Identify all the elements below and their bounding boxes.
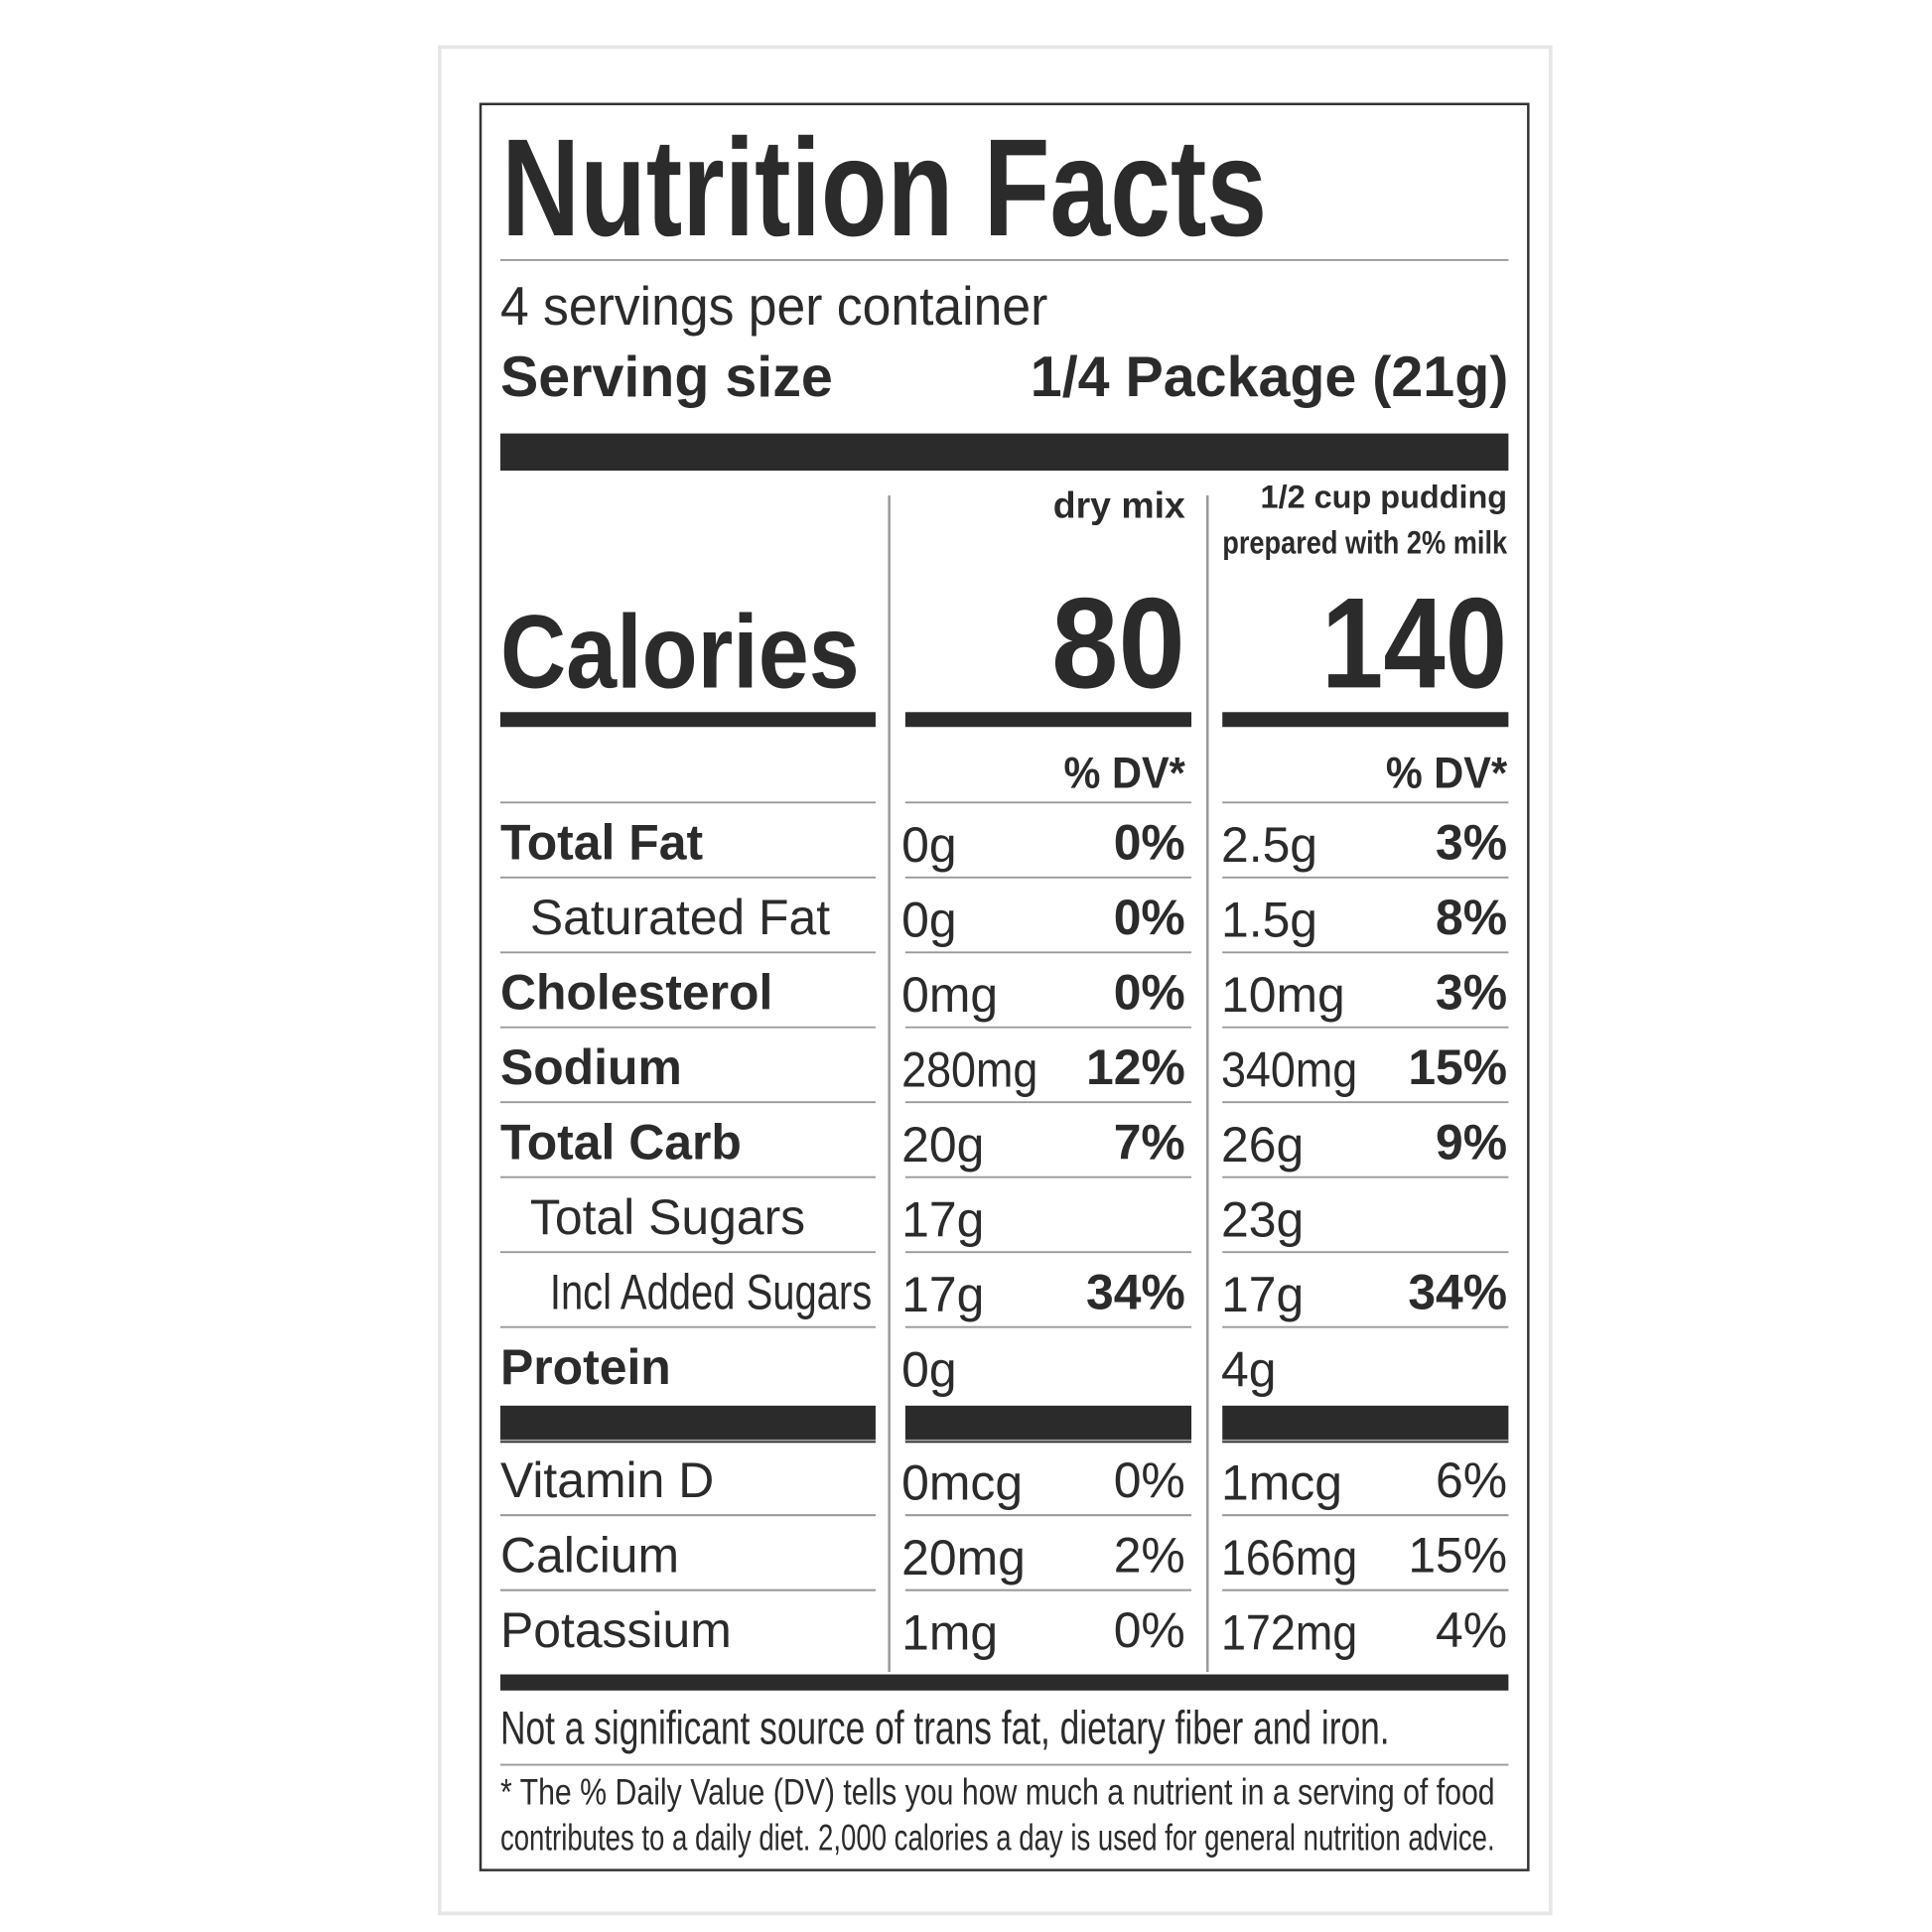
vitamin-bar [1222,1405,1509,1444]
daily-value: 34% [1408,1265,1507,1320]
footnote: contributes to a daily diet. 2,000 calor… [500,1817,1495,1859]
nutrient-name: Vitamin D [500,1452,714,1508]
footnote: * The % Daily Value (DV) tells you how m… [500,1771,1495,1813]
dv-header: % DV* [1064,747,1186,797]
serving-size-label: Serving size [500,345,833,409]
daily-value: 0% [1114,1602,1185,1658]
note: Not a significant source of trans fat, d… [500,1702,1390,1754]
amount: 2.5g [1221,817,1317,873]
amount: 166mg [1221,1530,1357,1586]
daily-value: 0% [1114,890,1185,945]
amount: 10mg [1221,967,1345,1023]
amount: 20mg [901,1530,1026,1586]
nutrient-name: Sodium [500,1039,682,1095]
daily-value: 7% [1114,1115,1185,1171]
dv-header: % DV* [1386,747,1508,797]
daily-value: 0% [1114,965,1185,1021]
nutrient-name: Incl Added Sugars [550,1265,872,1320]
nutrient-name: Cholesterol [500,965,772,1021]
vitamin-bar [499,1405,876,1444]
amount: 17g [1221,1267,1304,1322]
nutrient-name: Calcium [500,1528,679,1584]
daily-value: 15% [1408,1039,1507,1095]
daily-value: 4% [1436,1602,1507,1658]
daily-value: 8% [1436,890,1507,945]
serving-size-value: 1/4 Package (21g) [1031,345,1509,409]
label-border [479,102,1530,1871]
amount: 0mg [901,967,998,1023]
nutrient-name: Total Carb [500,1115,742,1171]
amount: 17g [901,1192,984,1248]
amount: 0g [901,817,956,873]
amount: 340mg [1221,1042,1357,1098]
nutrient-name: Total Fat [500,815,703,871]
amount: 1mcg [1221,1455,1342,1511]
daily-value: 34% [1086,1265,1185,1320]
column-header: dry mix [1053,483,1185,525]
nutrient-name: Saturated Fat [530,890,830,945]
calories-bar [904,712,1192,728]
daily-value: 15% [1408,1528,1507,1584]
amount: 1.5g [1221,893,1317,948]
vitamin-bar [904,1405,1192,1444]
amount: 0g [901,1342,956,1398]
daily-value: 0% [1114,1452,1185,1508]
amount: 17g [901,1267,984,1322]
amount: 26g [1221,1117,1304,1173]
calories-bar [1222,712,1509,728]
column-header: prepared with 2% milk [1222,525,1508,561]
amount: 20g [901,1117,984,1173]
calories-value: 80 [1051,572,1185,715]
amount: 0mcg [901,1455,1023,1511]
servings: 4 servings per container [500,275,1047,337]
nutrient-name: Protein [500,1339,671,1395]
nutrient-name: Total Sugars [530,1189,805,1245]
card [437,45,1553,1916]
calories-bar [499,712,876,728]
daily-value: 2% [1114,1528,1185,1584]
amount: 280mg [901,1042,1037,1098]
daily-value: 12% [1086,1039,1185,1095]
amount: 172mg [1221,1605,1357,1661]
daily-value: 3% [1436,965,1507,1021]
title: Nutrition Facts [501,110,1267,265]
amount: 0g [901,893,956,948]
amount: 4g [1221,1342,1276,1398]
calories-value: 140 [1321,572,1507,715]
amount: 23g [1221,1192,1304,1248]
nutrient-name: Potassium [500,1602,732,1658]
column-header: 1/2 cup pudding [1261,479,1508,514]
daily-value: 9% [1436,1115,1507,1171]
daily-value: 0% [1114,815,1185,871]
thick-bar [499,433,1509,472]
daily-value: 3% [1436,815,1507,871]
amount: 1mg [901,1605,998,1661]
calories-label: Calories [500,594,860,710]
daily-value: 6% [1436,1452,1507,1508]
bottom-bar [499,1674,1509,1691]
